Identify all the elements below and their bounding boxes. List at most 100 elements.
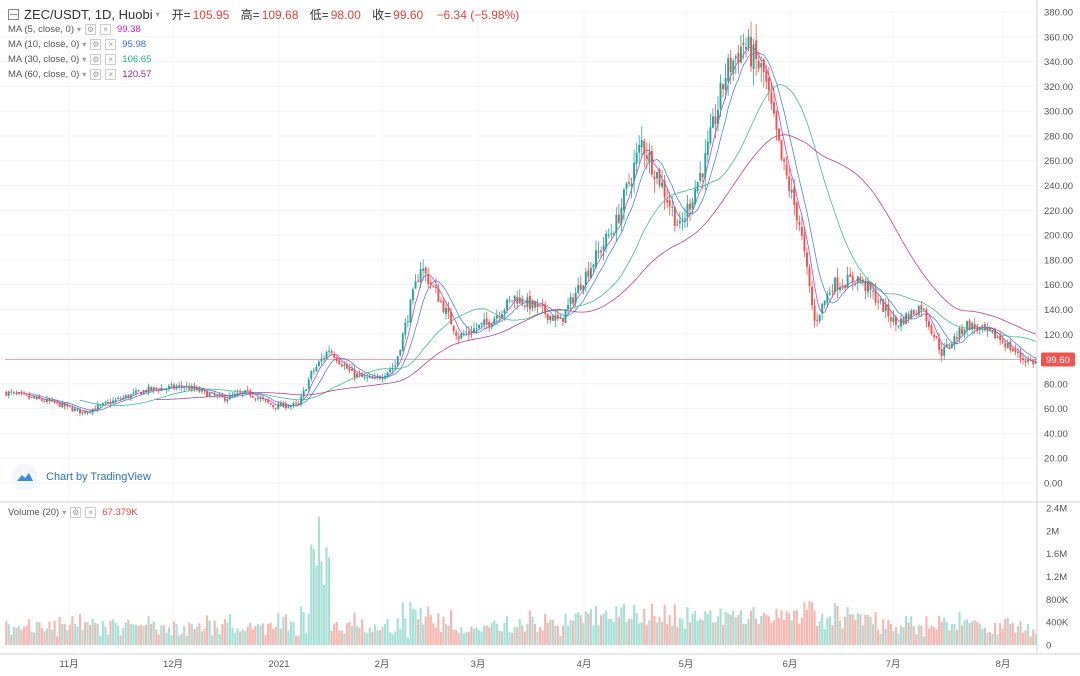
indicator-ma60[interactable]: MA (60, close, 0) ▾ ⚙ × 120.57	[8, 67, 151, 82]
tradingview-link[interactable]: Chart by TradingView	[46, 471, 151, 483]
candle-body	[10, 391, 13, 393]
candle-body	[884, 304, 887, 311]
volume-bar	[78, 614, 82, 645]
candle-body	[818, 315, 821, 321]
volume-bar	[1014, 632, 1017, 645]
candle-body	[228, 394, 231, 400]
candle-body	[668, 200, 671, 207]
candle-body	[330, 351, 333, 353]
candle-body	[600, 250, 603, 253]
settings-icon[interactable]: ⚙	[90, 39, 102, 50]
candle-body	[310, 371, 313, 379]
volume-bar	[132, 623, 135, 645]
candle-body	[839, 287, 841, 290]
volume-bar	[536, 631, 539, 645]
candle-body	[152, 387, 155, 390]
candle-body	[140, 391, 142, 395]
candle-body	[587, 270, 590, 277]
candle-body	[950, 343, 953, 348]
chevron-down-icon[interactable]: ▾	[62, 508, 67, 517]
candle-body	[396, 356, 399, 366]
settings-icon[interactable]: ⚙	[70, 507, 82, 518]
candle-body	[617, 214, 620, 223]
volume-bar	[610, 618, 613, 645]
candle-body	[381, 377, 384, 379]
candle-body	[221, 394, 224, 398]
volume-bar	[932, 627, 936, 645]
low-value: 98.00	[330, 7, 361, 22]
candle-body	[879, 298, 882, 302]
candle-body	[633, 162, 636, 182]
volume-bar	[211, 635, 214, 645]
indicator-ma30[interactable]: MA (30, close, 0) ▾ ⚙ × 106.65	[8, 52, 151, 67]
chevron-down-icon[interactable]: ▾	[77, 25, 82, 34]
collapse-icon[interactable]	[8, 8, 19, 20]
candle-body	[910, 310, 913, 318]
volume-bar	[442, 616, 445, 645]
candle-body	[996, 336, 999, 339]
volume-bar	[625, 621, 628, 645]
volume-bar	[167, 627, 171, 645]
candle-body	[38, 396, 41, 399]
indicator-value: 106.65	[122, 54, 152, 65]
volume-legend[interactable]: Volume (20) ▾ ⚙ × 67.379K	[8, 507, 138, 518]
candle-body	[1006, 342, 1009, 348]
candle-body	[577, 285, 580, 294]
candle-body	[928, 321, 930, 327]
chevron-down-icon[interactable]: ▾	[82, 55, 87, 64]
volume-bar	[63, 623, 66, 645]
volume-bar	[859, 614, 862, 645]
volume-bar	[20, 629, 23, 645]
volume-bar	[172, 621, 176, 645]
volume-bar	[317, 516, 320, 645]
indicator-ma5[interactable]: MA (5, close, 0) ▾ ⚙ × 99.38	[8, 22, 151, 37]
candle-body	[793, 187, 796, 206]
volume-bar	[521, 625, 524, 645]
candle-body	[920, 305, 923, 310]
candle-body	[195, 388, 198, 390]
price-tick-label: 180.00	[1044, 255, 1073, 266]
volume-bar	[251, 629, 254, 645]
volume-bar	[640, 622, 643, 645]
volume-bar	[950, 623, 953, 645]
volume-bar	[424, 616, 427, 645]
close-icon[interactable]: ×	[100, 24, 112, 35]
volume-bar	[658, 616, 661, 645]
close-icon[interactable]: ×	[105, 54, 117, 65]
candle-body	[816, 319, 819, 321]
volume-bar	[500, 631, 504, 645]
settings-icon[interactable]: ⚙	[85, 24, 97, 35]
volume-bar	[50, 629, 54, 645]
volume-bar	[483, 625, 486, 645]
indicator-ma10[interactable]: MA (10, close, 0) ▾ ⚙ × 95.98	[8, 37, 151, 52]
volume-bar	[361, 619, 364, 645]
close-icon[interactable]: ×	[105, 69, 117, 80]
current-price-label: 99.60	[1046, 355, 1070, 366]
volume-bar	[391, 633, 394, 645]
volume-bar	[605, 610, 608, 645]
tradingview-branding[interactable]: Chart by TradingView	[12, 464, 151, 490]
candle-body	[744, 46, 747, 49]
close-icon[interactable]: ×	[105, 39, 117, 50]
candle-body	[114, 399, 117, 402]
volume-bar	[111, 619, 115, 645]
volume-bar	[722, 624, 725, 645]
settings-icon[interactable]: ⚙	[90, 54, 102, 65]
symbol-title[interactable]: ZEC/USDT, 1D, Huobi	[24, 6, 153, 22]
volume-bar	[905, 615, 908, 645]
chevron-down-icon[interactable]: ▾	[82, 70, 87, 79]
volume-bar	[783, 620, 786, 645]
settings-icon[interactable]: ⚙	[90, 69, 102, 80]
volume-bar	[688, 622, 692, 645]
candle-body	[25, 394, 28, 396]
volume-bar	[785, 611, 788, 645]
chevron-down-icon[interactable]: ▾	[82, 40, 87, 49]
volume-bar	[777, 617, 781, 645]
candle-body	[328, 350, 331, 352]
candle-body	[671, 207, 674, 209]
chevron-down-icon[interactable]: ▾	[155, 9, 160, 19]
close-icon[interactable]: ×	[85, 507, 97, 518]
volume-bar	[279, 628, 282, 645]
candle-body	[234, 393, 237, 396]
